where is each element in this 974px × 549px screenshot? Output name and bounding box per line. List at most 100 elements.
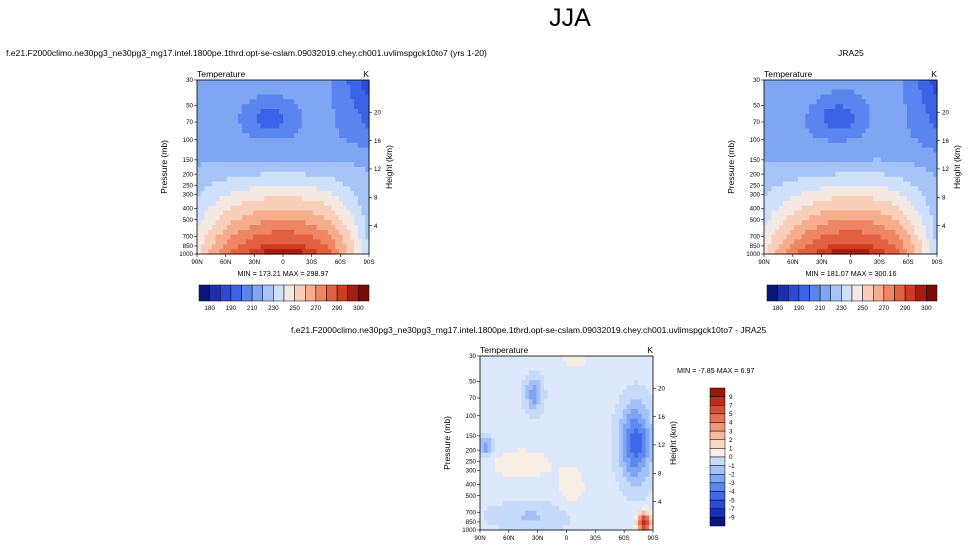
heatmap-cell	[275, 196, 280, 202]
heatmap-cell	[483, 399, 489, 405]
heatmap-cell	[925, 200, 931, 207]
heatmap-cell	[350, 186, 355, 192]
heatmap-cell	[294, 84, 299, 91]
heatmap-cell	[831, 200, 837, 207]
heatmap-cell	[933, 205, 938, 212]
heatmap-cell	[596, 491, 601, 497]
heatmap-cell	[286, 210, 292, 216]
heatmap-cell	[767, 128, 773, 134]
height-axis-title: Height (km)	[384, 145, 394, 189]
heatmap-cell	[641, 385, 647, 391]
heatmap-cell	[858, 94, 863, 100]
heatmap-cell	[290, 109, 295, 115]
heatmap-cell	[812, 109, 818, 115]
heatmap-cell	[211, 215, 217, 221]
heatmap-cell	[846, 123, 852, 129]
heatmap-cell	[197, 249, 202, 255]
heatmap-cell	[495, 510, 500, 517]
heatmap-cell	[858, 225, 863, 231]
heatmap-cell	[854, 239, 859, 245]
heatmap-cell	[600, 360, 605, 367]
heatmap-cell	[615, 365, 620, 372]
heatmap-cell	[771, 94, 776, 100]
heatmap-cell	[562, 433, 568, 439]
heatmap-cell	[809, 133, 814, 139]
heatmap-cell	[562, 423, 568, 430]
heatmap-cell	[906, 104, 912, 110]
heatmap-cell	[528, 418, 534, 425]
heatmap-cell	[858, 244, 863, 250]
heatmap-cell	[350, 225, 355, 231]
heatmap-cell	[301, 142, 307, 149]
heatmap-cell	[626, 443, 632, 449]
heatmap-cell	[899, 113, 904, 120]
heatmap-cell	[540, 389, 545, 396]
heatmap-cell	[230, 196, 235, 202]
heatmap-cell	[854, 157, 859, 163]
heatmap-cell	[223, 138, 228, 144]
heatmap-cell	[918, 157, 923, 163]
heatmap-cell	[234, 167, 239, 173]
heatmap-cell	[914, 133, 919, 139]
heatmap-cell	[249, 89, 254, 96]
heatmap-cell	[294, 157, 299, 163]
heatmap-cell	[850, 249, 855, 255]
heatmap-cell	[297, 215, 303, 221]
heatmap-cell	[566, 457, 571, 463]
heatmap-cell	[884, 157, 889, 163]
heatmap-cell	[880, 109, 885, 115]
heatmap-cell	[903, 84, 908, 91]
heatmap-cell	[820, 200, 825, 207]
heatmap-cell	[324, 220, 329, 226]
heatmap-cell	[361, 99, 366, 105]
heatmap-cell	[626, 472, 632, 478]
heatmap-cell	[641, 510, 647, 517]
heatmap-cell	[858, 176, 863, 183]
heatmap-cell	[764, 186, 769, 192]
heatmap-cell	[249, 249, 254, 255]
heatmap-cell	[264, 89, 269, 96]
heatmap-cell	[238, 244, 243, 250]
heatmap-cell	[197, 162, 202, 168]
heatmap-cell	[361, 157, 366, 163]
heatmap-cell	[234, 220, 239, 226]
heatmap-cell	[816, 113, 822, 120]
heatmap-cell	[779, 128, 784, 134]
heatmap-cell	[577, 418, 583, 425]
heatmap-cell	[547, 399, 553, 405]
heatmap-cell	[297, 171, 303, 178]
y-tick-label: 1000	[179, 251, 193, 258]
heatmap-cell	[865, 244, 870, 250]
heatmap-cell	[495, 389, 500, 396]
heatmap-cell	[335, 176, 340, 183]
heatmap-cell	[925, 133, 931, 139]
heatmap-cell	[346, 229, 351, 236]
heatmap-cell	[234, 171, 239, 178]
heatmap-cell	[797, 152, 803, 158]
heatmap-cell	[211, 234, 217, 241]
heatmap-cell	[275, 225, 280, 231]
heatmap-cell	[253, 220, 258, 226]
heatmap-cell	[858, 200, 863, 207]
heatmap-cell	[846, 225, 852, 231]
heatmap-cell	[346, 113, 351, 120]
heatmap-cell	[827, 89, 833, 96]
heatmap-cell	[794, 196, 799, 202]
heatmap-cell	[809, 234, 814, 241]
heatmap-cell	[301, 210, 307, 216]
heatmap-cell	[480, 481, 485, 488]
heatmap-cell	[249, 80, 254, 86]
heatmap-cell	[809, 176, 814, 183]
heatmap-cell	[805, 239, 810, 245]
heatmap-cell	[873, 123, 878, 129]
heatmap-cell	[649, 510, 654, 517]
heatmap-cell	[861, 244, 867, 250]
heatmap-cell	[600, 365, 605, 372]
heatmap-cell	[592, 375, 598, 381]
heatmap-cell	[357, 196, 363, 202]
heatmap-cell	[641, 428, 647, 434]
heatmap-cell	[264, 123, 269, 129]
heatmap-cell	[577, 409, 583, 415]
heatmap-cell	[925, 94, 931, 100]
heatmap-cell	[555, 389, 560, 396]
